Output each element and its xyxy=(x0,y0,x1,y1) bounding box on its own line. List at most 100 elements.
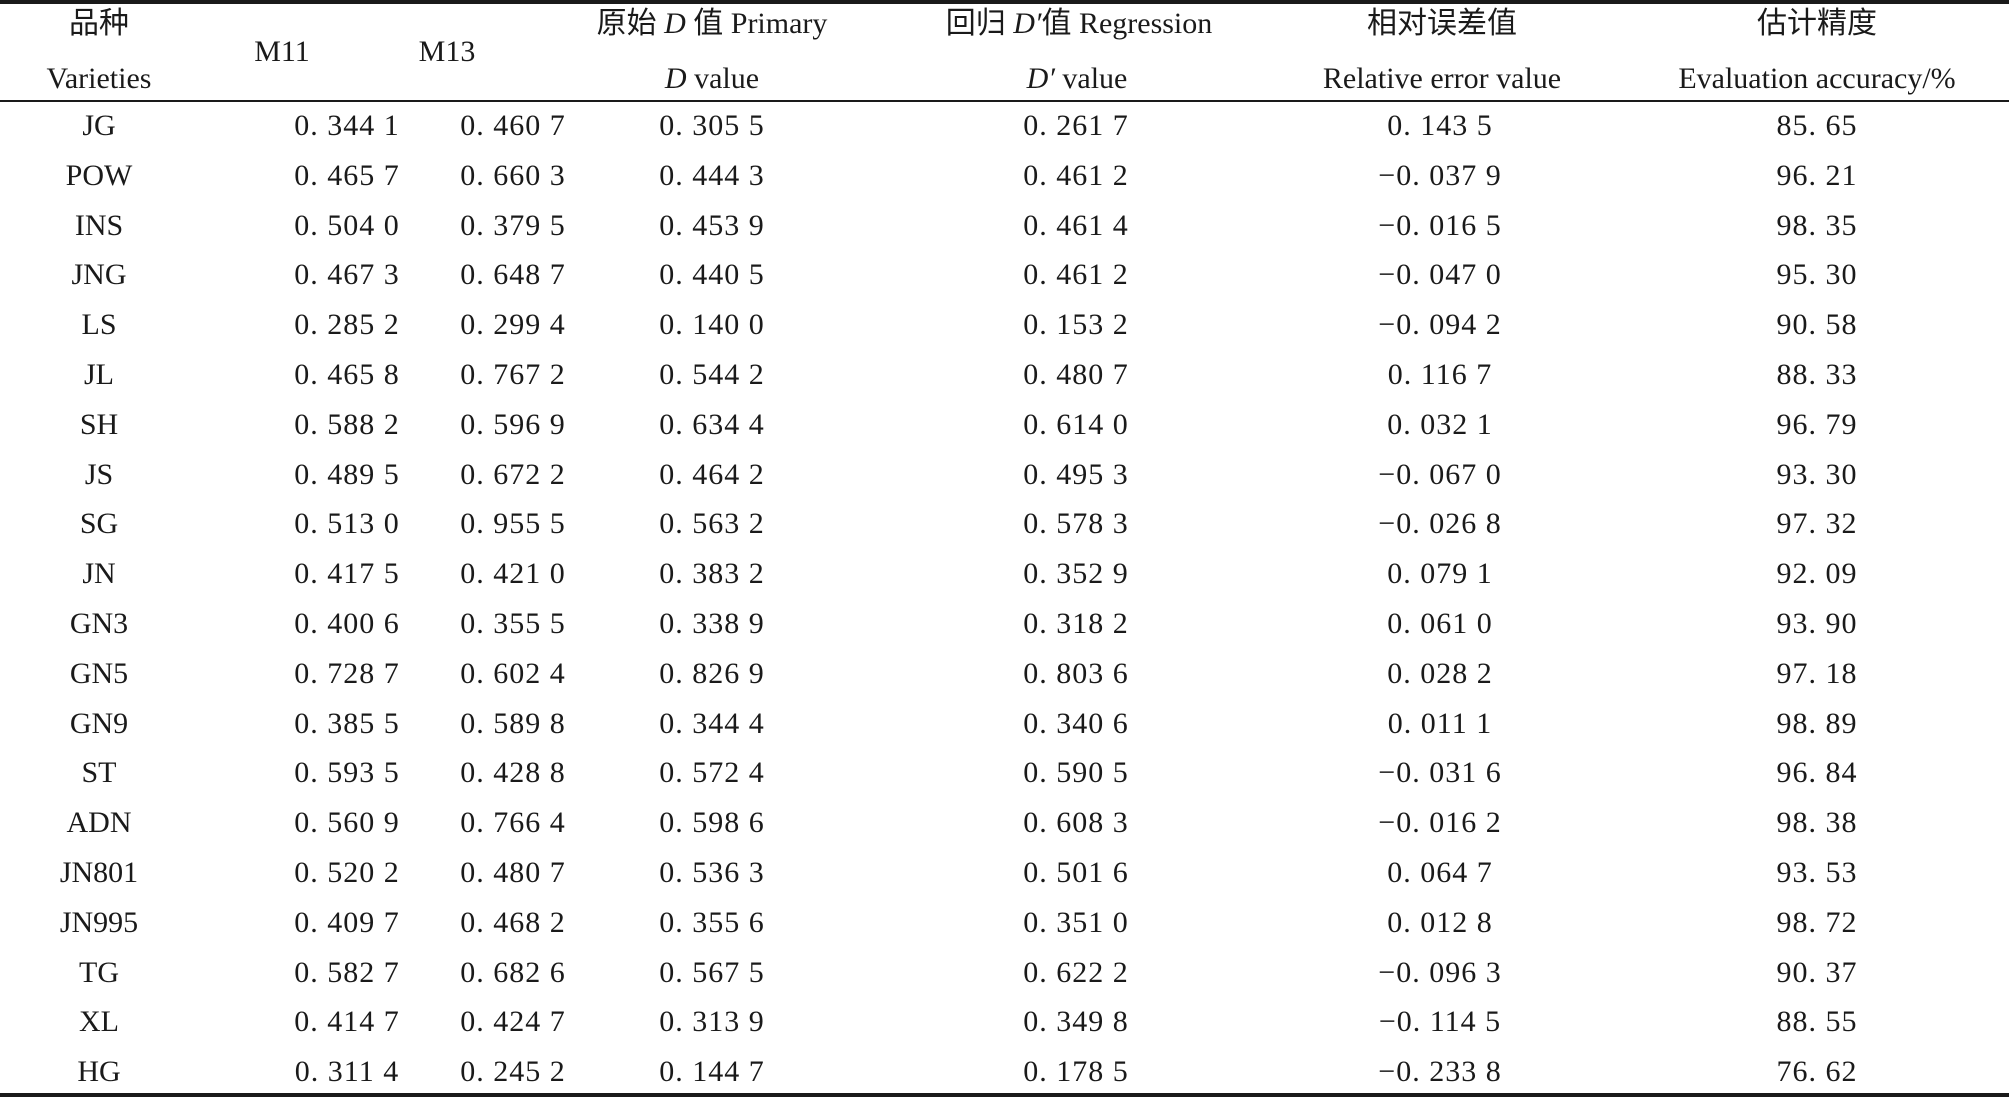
cell-m13: 0. 596 9 xyxy=(460,408,566,441)
cell-variety: GN5 xyxy=(69,657,129,690)
cell-primary: 0. 598 6 xyxy=(659,806,765,839)
cell-accuracy: 96. 84 xyxy=(1776,756,1858,789)
bottom-rule xyxy=(0,1093,2009,1097)
cell-primary: 0. 563 2 xyxy=(659,507,765,540)
header-varieties-cn: 品种 xyxy=(69,7,129,40)
cell-relerr: −0. 016 2 xyxy=(1378,806,1502,839)
cell-m11: 0. 489 5 xyxy=(294,458,400,491)
cell-regression: 0. 803 6 xyxy=(1023,657,1129,690)
cell-m11: 0. 400 6 xyxy=(294,607,400,640)
cell-relerr: 0. 061 0 xyxy=(1387,607,1493,640)
cell-primary: 0. 567 5 xyxy=(659,956,765,989)
header-regression-line2-rest: value xyxy=(1054,62,1128,95)
cell-relerr: −0. 114 5 xyxy=(1378,1005,1502,1038)
cell-accuracy: 97. 32 xyxy=(1776,507,1858,540)
cell-variety: XL xyxy=(79,1005,119,1038)
cell-m11: 0. 582 7 xyxy=(294,956,400,989)
header-m13: M13 xyxy=(418,35,476,68)
header-relerr-cn: 相对误差值 xyxy=(1367,7,1517,40)
cell-relerr: −0. 037 9 xyxy=(1378,159,1502,192)
cell-m11: 0. 504 0 xyxy=(294,209,400,242)
header-primary-cn: 原始 xyxy=(596,7,657,40)
header-regression-line2-d: D′ xyxy=(1026,62,1055,95)
cell-m13: 0. 379 5 xyxy=(460,209,566,242)
cell-relerr: 0. 143 5 xyxy=(1387,109,1493,142)
cell-relerr: 0. 116 7 xyxy=(1387,358,1493,391)
cell-regression: 0. 318 2 xyxy=(1023,607,1129,640)
cell-m11: 0. 409 7 xyxy=(294,906,400,939)
cell-variety: JS xyxy=(84,458,114,491)
cell-primary: 0. 544 2 xyxy=(659,358,765,391)
cell-m11: 0. 467 3 xyxy=(294,258,400,291)
cell-variety: INS xyxy=(74,209,124,242)
cell-primary: 0. 305 5 xyxy=(659,109,765,142)
cell-m13: 0. 299 4 xyxy=(460,308,566,341)
cell-primary: 0. 313 9 xyxy=(659,1005,765,1038)
header-rule xyxy=(0,100,2009,102)
cell-primary: 0. 338 9 xyxy=(659,607,765,640)
cell-relerr: 0. 079 1 xyxy=(1387,557,1493,590)
cell-variety: ADN xyxy=(66,806,132,839)
cell-regression: 0. 153 2 xyxy=(1023,308,1129,341)
header-primary-line2: D value xyxy=(665,59,759,99)
cell-relerr: −0. 016 5 xyxy=(1378,209,1502,242)
cell-m13: 0. 767 2 xyxy=(460,358,566,391)
cell-variety: GN3 xyxy=(69,607,129,640)
cell-variety: GN9 xyxy=(69,707,129,740)
cell-variety: HG xyxy=(77,1055,121,1088)
cell-accuracy: 93. 30 xyxy=(1776,458,1858,491)
cell-m13: 0. 480 7 xyxy=(460,856,566,889)
cell-primary: 0. 144 7 xyxy=(659,1055,765,1088)
header-regression-rest: 值 Regression xyxy=(1041,7,1213,40)
cell-m11: 0. 417 5 xyxy=(294,557,400,590)
cell-m11: 0. 465 7 xyxy=(294,159,400,192)
cell-regression: 0. 495 3 xyxy=(1023,458,1129,491)
cell-primary: 0. 634 4 xyxy=(659,408,765,441)
cell-m13: 0. 428 8 xyxy=(460,756,566,789)
cell-primary: 0. 826 9 xyxy=(659,657,765,690)
cell-regression: 0. 608 3 xyxy=(1023,806,1129,839)
cell-m11: 0. 465 8 xyxy=(294,358,400,391)
cell-relerr: 0. 012 8 xyxy=(1387,906,1493,939)
cell-m13: 0. 766 4 xyxy=(460,806,566,839)
cell-accuracy: 95. 30 xyxy=(1776,258,1858,291)
cell-m11: 0. 414 7 xyxy=(294,1005,400,1038)
cell-variety: JL xyxy=(84,358,114,391)
cell-m13: 0. 460 7 xyxy=(460,109,566,142)
header-regression-d: D′ xyxy=(1013,7,1042,40)
cell-m13: 0. 245 2 xyxy=(460,1055,566,1088)
header-varieties-en: Varieties xyxy=(46,62,152,95)
cell-m13: 0. 589 8 xyxy=(460,707,566,740)
cell-m11: 0. 593 5 xyxy=(294,756,400,789)
cell-regression: 0. 340 6 xyxy=(1023,707,1129,740)
cell-m11: 0. 385 5 xyxy=(294,707,400,740)
cell-m13: 0. 648 7 xyxy=(460,258,566,291)
cell-variety: POW xyxy=(65,159,133,192)
header-primary-line2-rest: value xyxy=(686,62,760,95)
cell-relerr: −0. 067 0 xyxy=(1378,458,1502,491)
cell-m13: 0. 424 7 xyxy=(460,1005,566,1038)
cell-m13: 0. 955 5 xyxy=(460,507,566,540)
cell-m13: 0. 602 4 xyxy=(460,657,566,690)
cell-relerr: −0. 233 8 xyxy=(1378,1055,1502,1088)
cell-m11: 0. 513 0 xyxy=(294,507,400,540)
cell-relerr: 0. 028 2 xyxy=(1387,657,1493,690)
cell-regression: 0. 178 5 xyxy=(1023,1055,1129,1088)
cell-m11: 0. 728 7 xyxy=(294,657,400,690)
cell-primary: 0. 536 3 xyxy=(659,856,765,889)
header-relerr-en: Relative error value xyxy=(1322,62,1562,95)
cell-regression: 0. 590 5 xyxy=(1023,756,1129,789)
cell-accuracy: 90. 58 xyxy=(1776,308,1858,341)
top-rule xyxy=(0,0,2009,4)
cell-variety: ST xyxy=(81,756,117,789)
header-accuracy-en: Evaluation accuracy/% xyxy=(1678,62,1956,95)
cell-m13: 0. 660 3 xyxy=(460,159,566,192)
cell-primary: 0. 572 4 xyxy=(659,756,765,789)
cell-accuracy: 90. 37 xyxy=(1776,956,1858,989)
cell-m11: 0. 311 4 xyxy=(294,1055,400,1088)
cell-accuracy: 93. 53 xyxy=(1776,856,1858,889)
cell-regression: 0. 349 8 xyxy=(1023,1005,1129,1038)
header-primary-line2-d: D xyxy=(664,62,687,95)
header-accuracy-cn: 估计精度 xyxy=(1757,7,1877,40)
cell-regression: 0. 261 7 xyxy=(1023,109,1129,142)
